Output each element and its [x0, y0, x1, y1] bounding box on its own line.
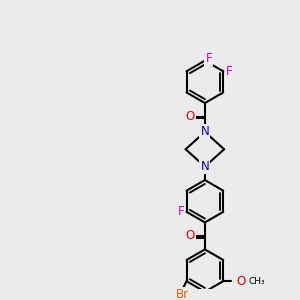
Text: O: O: [236, 275, 245, 288]
Text: F: F: [178, 205, 184, 218]
Text: F: F: [206, 52, 212, 65]
Text: O: O: [186, 230, 195, 242]
Text: F: F: [226, 65, 232, 78]
Text: Br: Br: [176, 288, 189, 300]
Text: O: O: [186, 110, 195, 123]
Text: N: N: [200, 160, 209, 173]
Text: N: N: [200, 125, 209, 138]
Text: CH₃: CH₃: [248, 277, 265, 286]
